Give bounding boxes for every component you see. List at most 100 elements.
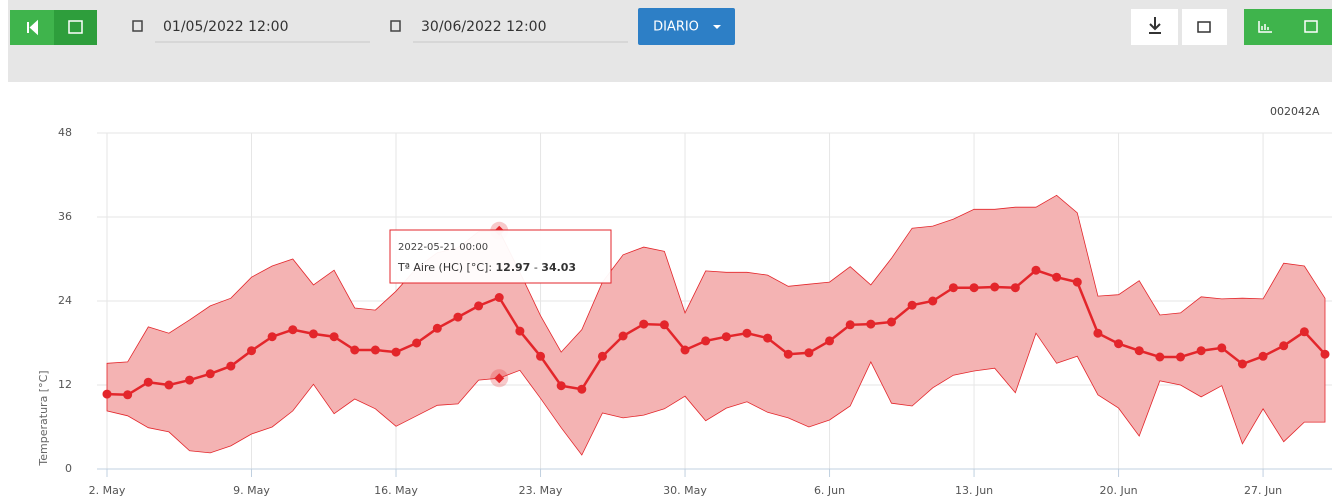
- tooltip-box: [389, 229, 612, 284]
- point: [164, 380, 174, 390]
- point: [391, 347, 401, 357]
- point: [102, 389, 112, 399]
- point: [948, 283, 958, 293]
- point: [350, 345, 360, 355]
- point: [1031, 265, 1041, 275]
- point: [618, 331, 628, 341]
- point: [1217, 343, 1227, 353]
- y-tick-label: 12: [58, 378, 72, 391]
- point: [680, 345, 690, 355]
- point: [1299, 327, 1309, 337]
- x-tick-label: 20. Jun: [1099, 484, 1137, 497]
- point: [907, 300, 917, 310]
- point: [721, 332, 731, 342]
- date-to[interactable]: 30/06/2022 12:00: [421, 19, 547, 35]
- x-tick-label: 6. Jun: [814, 484, 845, 497]
- point: [536, 351, 546, 361]
- point: [329, 332, 339, 342]
- table-button[interactable]: [1182, 9, 1227, 45]
- tooltip-date: 2022-05-21 00:00: [398, 242, 488, 253]
- chart-icon: [1258, 21, 1272, 33]
- table-icon: [1197, 21, 1211, 33]
- point: [515, 326, 525, 336]
- point: [969, 283, 979, 293]
- point: [308, 329, 318, 339]
- point: [1155, 352, 1165, 362]
- point: [1052, 272, 1062, 282]
- point: [123, 390, 133, 400]
- table-icon: [1304, 20, 1318, 33]
- point: [990, 282, 1000, 292]
- period-button[interactable]: [638, 8, 735, 45]
- point: [928, 296, 938, 306]
- tooltip-part: 12.97: [496, 261, 531, 274]
- x-tick-label: 27. Jun: [1244, 484, 1282, 497]
- tooltip-text: Tª Aire (HC) [°C]: 12.97 - 34.03: [397, 261, 576, 274]
- point: [205, 369, 215, 379]
- point: [1258, 351, 1268, 361]
- nav-buttons[interactable]: [10, 10, 97, 45]
- y-tick-label: 48: [58, 126, 72, 139]
- point: [783, 349, 793, 359]
- point: [1279, 341, 1289, 351]
- point: [453, 312, 463, 322]
- corner-label: 002042A: [1270, 105, 1320, 118]
- point: [226, 361, 236, 371]
- point: [597, 351, 607, 361]
- point: [267, 332, 277, 342]
- x-tick-label: 9. May: [233, 484, 270, 497]
- x-tick-label: 23. May: [519, 484, 563, 497]
- point: [659, 320, 669, 330]
- x-tick-label: 13. Jun: [955, 484, 993, 497]
- period-label[interactable]: DIARIO: [653, 20, 699, 35]
- calendar-icon: [132, 20, 143, 32]
- point: [701, 336, 711, 346]
- point: [1175, 352, 1185, 362]
- tooltip-part: Tª Aire (HC) [°C]: [397, 261, 488, 274]
- calendar-icon: [390, 20, 401, 32]
- chart-view-button[interactable]: [1244, 9, 1288, 45]
- point: [1320, 349, 1330, 359]
- date-from[interactable]: 01/05/2022 12:00: [163, 19, 289, 35]
- y-tick-label: 0: [65, 462, 72, 475]
- x-tick-label: 30. May: [663, 484, 707, 497]
- point: [577, 384, 587, 394]
- caret: [713, 25, 721, 29]
- point: [1134, 346, 1144, 356]
- point: [886, 317, 896, 327]
- y-axis-label: Temperatura [°C]: [37, 370, 50, 466]
- table-view-button[interactable]: [1288, 9, 1332, 45]
- point: [247, 346, 257, 356]
- point: [825, 336, 835, 346]
- tooltip-part: 34.03: [541, 261, 576, 274]
- point: [1010, 283, 1020, 293]
- download-icon: [1149, 17, 1161, 34]
- point: [1093, 328, 1103, 338]
- point: [742, 328, 752, 338]
- point: [1072, 277, 1082, 287]
- point: [288, 325, 298, 335]
- point: [474, 301, 484, 311]
- point: [432, 323, 442, 333]
- point: [370, 345, 380, 355]
- point: [1114, 339, 1124, 349]
- x-tick-label: 16. May: [374, 484, 418, 497]
- point: [804, 348, 814, 358]
- point: [1237, 359, 1247, 369]
- y-tick-label: 24: [58, 294, 72, 307]
- point: [494, 293, 504, 302]
- point: [556, 381, 566, 391]
- y-tick-label: 36: [58, 210, 72, 223]
- point: [639, 319, 649, 329]
- point: [1196, 346, 1206, 356]
- range-area: [106, 194, 1326, 456]
- point: [866, 319, 876, 329]
- hover-marker: [494, 373, 505, 384]
- point: [412, 338, 422, 348]
- x-tick-label: 2. May: [89, 484, 126, 497]
- point: [143, 377, 153, 387]
- point: [763, 333, 773, 343]
- point: [185, 375, 195, 385]
